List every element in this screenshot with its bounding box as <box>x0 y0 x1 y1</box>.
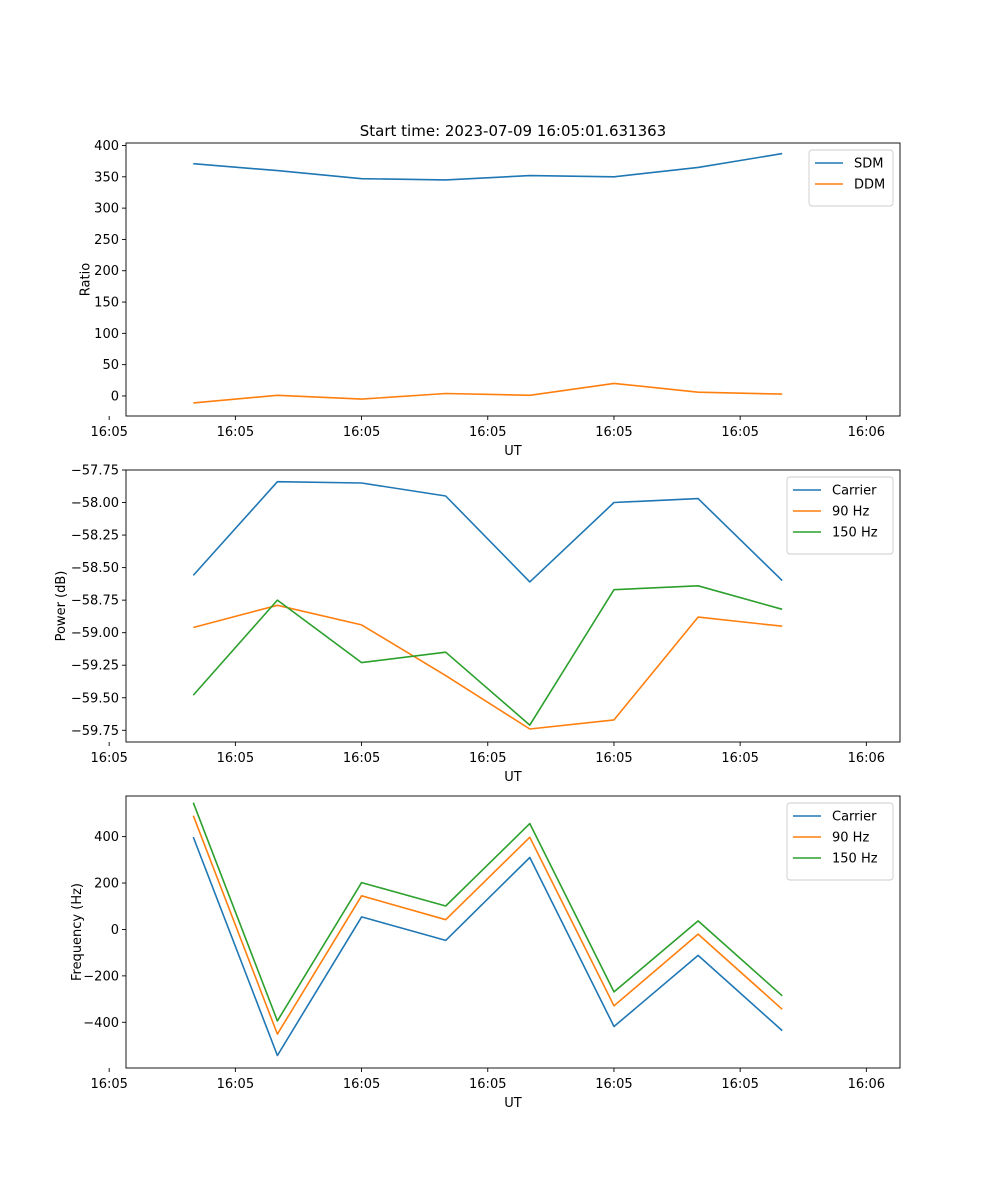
y-tick-label: 50 <box>102 358 119 373</box>
x-tick-label: 16:05 <box>595 751 632 766</box>
figure-title: Start time: 2023-07-09 16:05:01.631363 <box>360 122 666 140</box>
x-tick-label: 16:05 <box>469 751 506 766</box>
y-tick-label: −59.75 <box>71 724 119 739</box>
y-tick-label: 200 <box>94 877 119 892</box>
series-line-90-hz <box>192 815 783 1035</box>
legend-label: Carrier <box>832 484 877 499</box>
x-tick-label: 16:06 <box>848 1077 885 1092</box>
y-tick-label: −57.75 <box>71 464 119 479</box>
y-tick-label: 250 <box>94 233 119 248</box>
x-tick-label: 16:05 <box>343 425 380 440</box>
y-tick-label: 0 <box>111 923 119 938</box>
legend-label: 150 Hz <box>832 852 878 867</box>
y-tick-label: −58.75 <box>71 594 119 609</box>
chart-panel-2: 16:05 16:05 16:05 16:05 16:05 16:05 16:06 −57.7… <box>54 464 901 785</box>
axes-frame <box>125 142 901 417</box>
legend-label: 150 Hz <box>832 526 878 541</box>
charts: 16:05 16:05 16:05 16:05 16:05 16:05 16:06 0 50 10… <box>54 139 901 1111</box>
x-tick-label: 16:06 <box>848 425 885 440</box>
series-line-150-hz <box>192 584 783 726</box>
x-tick-label: 16:05 <box>721 425 758 440</box>
y-tick-label: 0 <box>111 389 119 404</box>
x-tick-label: 16:05 <box>721 751 758 766</box>
x-tick-label: 16:05 <box>90 751 127 766</box>
x-tick-label: 16:05 <box>217 751 254 766</box>
x-tick-label: 16:05 <box>217 1077 254 1092</box>
x-tick-label: 16:05 <box>595 425 632 440</box>
x-tick-label: 16:05 <box>469 425 506 440</box>
axes-frame <box>125 795 901 1069</box>
y-axis-label: Power (dB) <box>54 571 69 642</box>
series-line-carrier <box>192 836 783 1057</box>
series-line-ddm <box>193 382 783 404</box>
y-tick-label: 150 <box>94 296 119 311</box>
y-axis-label: Frequency (Hz) <box>70 883 85 981</box>
legend-label: 90 Hz <box>832 505 869 520</box>
series-line-sdm <box>193 152 783 181</box>
legend-label: DDM <box>854 178 885 193</box>
legend-box <box>786 476 894 555</box>
x-tick-label: 16:05 <box>469 1077 506 1092</box>
legend-box <box>808 149 894 207</box>
y-tick-label: −58.50 <box>71 561 119 576</box>
legend-label: 90 Hz <box>832 831 869 846</box>
legend-box <box>786 802 894 881</box>
x-tick-label: 16:05 <box>721 1077 758 1092</box>
axes-frame <box>125 469 901 743</box>
y-tick-label: 400 <box>94 139 119 154</box>
y-tick-label: 100 <box>94 327 119 342</box>
y-tick-label: −58.00 <box>71 496 119 511</box>
y-tick-label: −59.50 <box>71 691 119 706</box>
x-axis-label: UT <box>504 1096 522 1111</box>
legend: Carrier 90 Hz 150 Hz <box>786 802 894 881</box>
y-tick-label: −59.25 <box>71 659 119 674</box>
x-tick-label: 16:05 <box>343 751 380 766</box>
x-tick-label: 16:05 <box>595 1077 632 1092</box>
y-axis-label: Ratio <box>78 263 93 296</box>
y-tick-label: −58.25 <box>71 529 119 544</box>
legend: SDM DDM <box>808 149 894 207</box>
x-tick-label: 16:06 <box>848 751 885 766</box>
x-tick-label: 16:05 <box>90 425 127 440</box>
y-tick-label: 400 <box>94 830 119 845</box>
x-axis-label: UT <box>504 444 522 459</box>
x-axis-label: UT <box>504 770 522 785</box>
chart-panel-3: 16:05 16:05 16:05 16:05 16:05 16:05 16:06 −400 −… <box>70 795 901 1111</box>
y-tick-label: 200 <box>94 264 119 279</box>
chart-panel-1: 16:05 16:05 16:05 16:05 16:05 16:05 16:06 0 50 10… <box>78 139 901 459</box>
series-line-90-hz <box>193 604 783 730</box>
x-tick-label: 16:05 <box>343 1077 380 1092</box>
y-tick-label: −200 <box>83 969 119 984</box>
x-tick-label: 16:05 <box>217 425 254 440</box>
x-tick-label: 16:05 <box>90 1077 127 1092</box>
series-line-carrier <box>192 480 783 583</box>
legend-label: SDM <box>854 157 883 172</box>
legend: Carrier 90 Hz 150 Hz <box>786 476 894 555</box>
y-tick-label: 350 <box>94 170 119 185</box>
y-tick-label: −59.00 <box>71 626 119 641</box>
y-tick-label: −400 <box>83 1016 119 1031</box>
y-tick-label: 300 <box>94 202 119 217</box>
series-line-150-hz <box>192 802 783 1022</box>
legend-label: Carrier <box>832 810 877 825</box>
